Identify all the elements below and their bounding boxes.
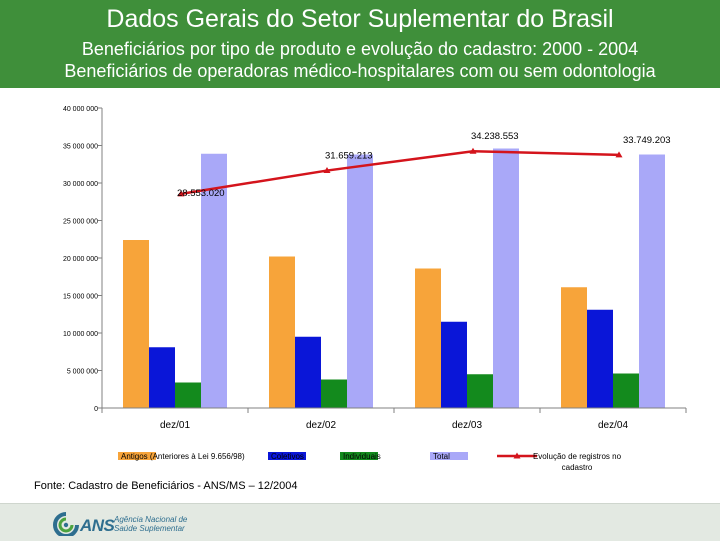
legend-label: Total [433,452,450,461]
source-note: Fonte: Cadastro de Beneficiários - ANS/M… [34,480,298,492]
bars-group [123,148,665,408]
page-subtitle-1: Beneficiários por tipo de produto e evol… [81,39,639,59]
evolution-point [615,151,623,158]
bar-3-2 [321,379,347,408]
bar-2-2 [295,336,321,408]
legend-marker [513,452,521,459]
evolution-label: 33.749.203 [623,135,671,146]
page-title: Dados Gerais do Setor Suplementar do Bra… [106,5,614,33]
bar-3-1 [175,382,201,408]
y-tick-label: 40 000 000 [63,106,98,113]
legend-swatch [430,452,468,460]
chart: 0 5 000 000 10 000 000 15 000 000 20 000 000… [63,106,687,472]
y-tick-label: 25 000 000 [63,219,98,226]
bar-1-3 [415,268,441,408]
x-axis: dez/01 dez/02 dez/03 dez/04 [101,407,687,431]
page-subtitle-2: Beneficiários de operadoras médico-hospi… [64,61,656,81]
logo-subtitle-line-2: Saúde Suplementar [114,524,185,533]
logo-name: ANS [80,516,115,535]
bar-4-3 [493,148,519,408]
header-banner: Dados Gerais do Setor Suplementar do Bra… [0,0,720,88]
bar-2-1 [149,347,175,408]
evolution-label: 31.659.213 [325,151,373,162]
x-category-label: dez/02 [306,420,336,431]
footer-bar [0,503,720,541]
legend-label: Coletivos [271,452,304,461]
bar-1-4 [561,287,587,408]
legend-label: Antigos (Anteriores à Lei 9.656/98) [121,452,245,461]
bar-4-2 [347,154,373,408]
bar-2-4 [587,309,613,408]
legend-label: Individuais [343,452,381,461]
bar-4-1 [201,153,227,408]
legend-swatch [340,452,378,460]
y-tick-label: 30 000 000 [63,181,98,188]
x-category-label: dez/01 [160,420,190,431]
logo-subtitle-line-1: Agência Nacional de [114,515,188,524]
evolution-label: 28.553.020 [177,188,225,199]
x-category-label: dez/04 [598,420,628,431]
y-tick-label: 15 000 000 [63,294,98,301]
bar-1-2 [269,256,295,408]
evolution-line-path [180,149,620,196]
evolution-point [177,190,185,197]
legend-label: Evolução de registros no cadastro [533,452,622,472]
logo-subtitle: Agência Nacional de Saúde Suplementar [114,515,187,533]
evolution-point [323,167,331,174]
evolution-point [469,147,477,154]
y-tick-label: 5 000 000 [67,369,98,376]
bar-4-4 [639,154,665,408]
legend-swatch [268,452,306,460]
bar-1-1 [123,240,149,408]
y-tick-label: 0 [94,406,98,413]
evolution-label: 34.238.553 [471,131,519,142]
evolution-line: 28.553.020 31.659.213 34.238.553 33.749.203 [177,131,671,199]
legend: Antigos (Anteriores à Lei 9.656/98) Colet… [118,452,622,472]
x-category-label: dez/03 [452,420,482,431]
bar-2-3 [441,321,467,408]
y-tick-label: 10 000 000 [63,331,98,338]
legend-swatch [118,452,156,460]
y-tick-label: 35 000 000 [63,144,98,151]
ans-logo-icon [53,512,79,536]
y-axis: 0 5 000 000 10 000 000 15 000 000 20 000 000… [63,106,103,413]
y-tick-label: 20 000 000 [63,256,98,263]
bar-3-4 [613,373,639,408]
bar-3-3 [467,374,493,408]
